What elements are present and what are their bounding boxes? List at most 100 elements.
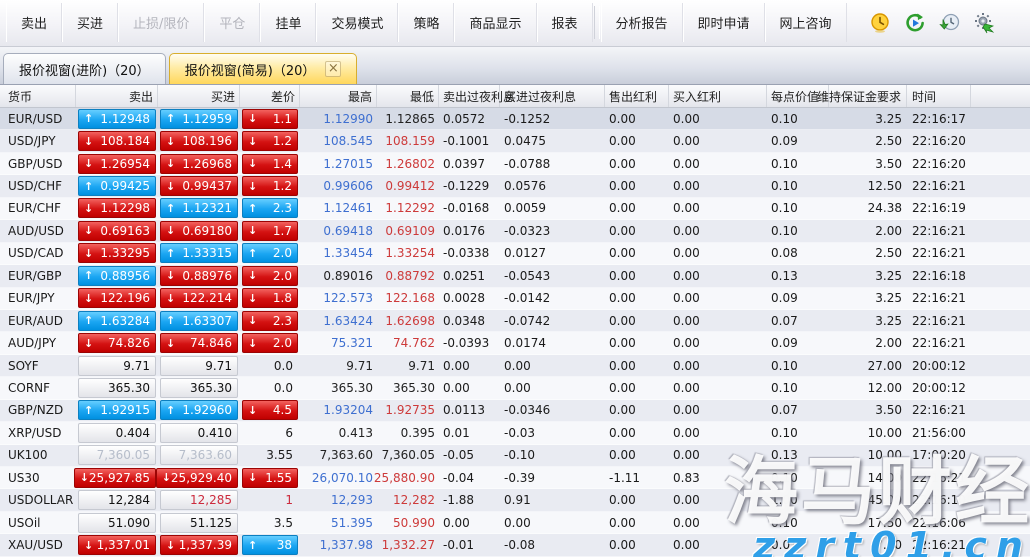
spread-button[interactable]: ↓ 2.3 <box>242 310 298 331</box>
buy-button[interactable]: ↓ 0.88976 <box>160 265 238 286</box>
column-header-sell[interactable]: 卖出 <box>76 85 158 107</box>
quote-row-usd-chf[interactable]: USD/CHF ↑ 0.99425 ↓ 0.99437 ↓ 1.2 0.99606 0.9941… <box>0 175 1030 198</box>
buy-button[interactable]: ↑ 1.63307 <box>160 310 238 331</box>
quote-row-aud-jpy[interactable]: AUD/JPY ↓ 74.826 ↓ 74.846 ↓ 2.0 75.321 74.762 -0.… <box>0 332 1030 355</box>
buy-button[interactable]: ↑ 1.33315 <box>160 243 238 264</box>
sell-button[interactable]: ↑ 1.63284 <box>78 310 156 331</box>
spread-button[interactable]: ↓ 2.0 <box>242 333 298 354</box>
toolbar-button-product-display[interactable]: 商品显示 <box>454 3 537 42</box>
quote-row-gbp-nzd[interactable]: GBP/NZD ↑ 1.92915 ↑ 1.92960 ↓ 4.5 1.93204 1.9273… <box>0 399 1030 423</box>
quote-row-eur-usd[interactable]: EUR/USD ↑ 1.12948 ↑ 1.12959 ↓ 1.1 1.12990 1.1286… <box>0 108 1030 131</box>
buy-button[interactable]: 0.410 <box>160 422 238 443</box>
sell-button[interactable]: ↑ 0.88956 <box>78 265 156 286</box>
sell-button[interactable]: ↓ 1.12298 <box>78 198 156 219</box>
quote-row-cornf[interactable]: CORNF 365.30 365.30 0.0 365.30 365.30 0.00 0.00… <box>0 377 1030 400</box>
tab-close-icon[interactable]: × <box>325 61 342 77</box>
buy-button[interactable]: ↑ 1.12959 <box>160 108 238 129</box>
column-header-symbol[interactable]: 货币 <box>0 85 76 107</box>
column-header-sellon[interactable]: 卖出过夜利息 <box>439 85 515 107</box>
quote-row-eur-jpy[interactable]: EUR/JPY ↓ 122.196 ↓ 122.214 ↓ 1.8 122.573 122.16… <box>0 287 1030 310</box>
quote-row-usoil[interactable]: USOil 51.090 51.125 3.5 51.395 50.990 0.00 0.00… <box>0 511 1030 535</box>
column-header-pip[interactable]: 每点价值 <box>767 85 829 107</box>
sell-button[interactable]: ↑ 1.12948 <box>78 108 156 129</box>
quote-row-usd-jpy[interactable]: USD/JPY ↓ 108.184 ↓ 108.196 ↓ 1.2 108.545 108.15… <box>0 130 1030 153</box>
quote-row-usd-cad[interactable]: USD/CAD ↓ 1.33295 ↑ 1.33315 ↑ 2.0 1.33454 1.3325… <box>0 242 1030 266</box>
quote-row-gbp-usd[interactable]: GBP/USD ↓ 1.26954 ↓ 1.26968 ↓ 1.4 1.27015 1.2680… <box>0 152 1030 176</box>
history-download-icon[interactable] <box>933 5 968 41</box>
buy-button[interactable]: ↓ 1.26968 <box>160 153 238 174</box>
spread-button[interactable]: ↓ 4.5 <box>242 400 298 421</box>
sell-button[interactable]: ↓ 122.196 <box>78 288 156 309</box>
quote-row-xrp-usd[interactable]: XRP/USD 0.404 0.410 6 0.413 0.395 0.01 -0.03 0.0… <box>0 422 1030 445</box>
quote-row-eur-gbp[interactable]: EUR/GBP ↑ 0.88956 ↓ 0.88976 ↓ 2.0 0.89016 0.8879… <box>0 265 1030 288</box>
sell-button[interactable]: ↓ 0.69163 <box>78 220 156 241</box>
spread-button[interactable]: ↓ 2.0 <box>242 265 298 286</box>
buy-button[interactable]: 365.30 <box>160 377 238 398</box>
spread-button[interactable]: ↓ 1.2 <box>242 131 298 152</box>
toolbar-button-online-consult[interactable]: 网上咨询 <box>764 3 847 42</box>
spread-button[interactable]: ↑ 2.0 <box>242 243 298 264</box>
buy-button[interactable]: ↓ 1,337.39 <box>160 535 238 556</box>
tab-quote-simple[interactable]: 报价视窗(简易)（20） × <box>168 53 358 84</box>
column-header-buydiv[interactable]: 买入红利 <box>669 85 767 107</box>
quote-row-soyf[interactable]: SOYF 9.71 9.71 0.0 9.71 9.71 0.00 0.00 0.00 0.00 0… <box>0 354 1030 378</box>
spread-button[interactable]: ↓ 1.55 <box>242 467 298 488</box>
toolbar-button-buy[interactable]: 买进 <box>62 3 119 42</box>
sell-button[interactable]: ↓ 108.184 <box>78 131 156 152</box>
column-header-high[interactable]: 最高 <box>300 85 377 107</box>
spread-button[interactable]: ↓ 1.8 <box>242 288 298 309</box>
tab-quote-advanced[interactable]: 报价视窗(进阶)（20） <box>3 53 166 84</box>
toolbar-button-report[interactable]: 报表 <box>536 3 593 42</box>
column-header-time[interactable]: 时间 <box>907 85 971 107</box>
quote-row-uk100[interactable]: UK100 7,360.05 7,363.60 3.55 7,363.60 7,360.0… <box>0 444 1030 467</box>
toolbar-button-strategy[interactable]: 策略 <box>398 3 455 42</box>
buy-button[interactable]: ↓ 25,929.40 <box>155 467 238 488</box>
sell-button[interactable]: ↓ 74.826 <box>78 333 156 354</box>
quote-row-eur-chf[interactable]: EUR/CHF ↓ 1.12298 ↑ 1.12321 ↑ 2.3 1.12461 1.1229… <box>0 197 1030 221</box>
sell-button[interactable]: 9.71 <box>78 355 156 376</box>
sell-button[interactable]: 12,284 <box>78 490 156 511</box>
spread-button[interactable]: ↓ 1.2 <box>242 176 298 197</box>
sell-button[interactable]: ↑ 0.99425 <box>78 176 156 197</box>
sell-button[interactable]: ↓ 25,927.85 <box>73 467 156 488</box>
sell-button[interactable]: 51.090 <box>78 512 156 533</box>
buy-button[interactable]: 9.71 <box>160 355 238 376</box>
column-header-buy[interactable]: 买进 <box>158 85 240 107</box>
column-header-spread[interactable]: 差价 <box>240 85 300 107</box>
buy-button[interactable]: 7,363.60 <box>160 445 238 466</box>
sell-button[interactable]: 365.30 <box>78 377 156 398</box>
spread-button[interactable]: ↓ 1.4 <box>242 153 298 174</box>
column-header-margin[interactable]: 维持保证金要求 <box>817 85 907 107</box>
toolbar-button-analysis-report[interactable]: 分析报告 <box>600 3 683 42</box>
sell-button[interactable]: 7,360.05 <box>78 445 156 466</box>
buy-button[interactable]: 51.125 <box>160 512 238 533</box>
column-header-low[interactable]: 最低 <box>377 85 439 107</box>
toolbar-button-instant-apply[interactable]: 即时申请 <box>682 3 765 42</box>
buy-button[interactable]: ↑ 1.92960 <box>160 400 238 421</box>
spread-button[interactable]: ↑ 38 <box>242 535 298 556</box>
sell-button[interactable]: ↓ 1.33295 <box>78 243 156 264</box>
buy-button[interactable]: ↓ 0.99437 <box>160 176 238 197</box>
buy-button[interactable]: ↓ 74.846 <box>160 333 238 354</box>
buy-button[interactable]: ↓ 108.196 <box>160 131 238 152</box>
buy-button[interactable]: ↑ 1.12321 <box>160 198 238 219</box>
buy-button[interactable]: 12,285 <box>160 490 238 511</box>
column-header-buyon[interactable]: 买进过夜利息 <box>500 85 605 107</box>
toolbar-button-trade-mode[interactable]: 交易模式 <box>316 3 399 42</box>
buy-button[interactable]: ↓ 0.69180 <box>160 220 238 241</box>
sell-button[interactable]: ↓ 1,337.01 <box>78 535 156 556</box>
settings-sync-icon[interactable] <box>968 5 1003 41</box>
replay-icon[interactable] <box>898 5 933 41</box>
quote-row-xau-usd[interactable]: XAU/USD ↓ 1,337.01 ↓ 1,337.39 ↑ 38 1,337.98 1,33… <box>0 534 1030 557</box>
spread-button[interactable]: ↓ 1.7 <box>242 220 298 241</box>
clock-icon[interactable] <box>863 5 898 41</box>
toolbar-button-sell[interactable]: 卖出 <box>6 3 63 42</box>
sell-button[interactable]: 0.404 <box>78 422 156 443</box>
quote-row-eur-aud[interactable]: EUR/AUD ↑ 1.63284 ↑ 1.63307 ↓ 2.3 1.63424 1.6269… <box>0 309 1030 333</box>
column-header-selldiv[interactable]: 售出红利 <box>605 85 669 107</box>
quote-row-aud-usd[interactable]: AUD/USD ↓ 0.69163 ↓ 0.69180 ↓ 1.7 0.69418 0.6910… <box>0 220 1030 243</box>
buy-button[interactable]: ↓ 122.214 <box>160 288 238 309</box>
sell-button[interactable]: ↓ 1.26954 <box>78 153 156 174</box>
spread-button[interactable]: ↓ 1.1 <box>242 108 298 129</box>
quote-row-usdollar[interactable]: USDOLLAR 12,284 12,285 1 12,293 12,282 -1.88 0.… <box>0 489 1030 512</box>
